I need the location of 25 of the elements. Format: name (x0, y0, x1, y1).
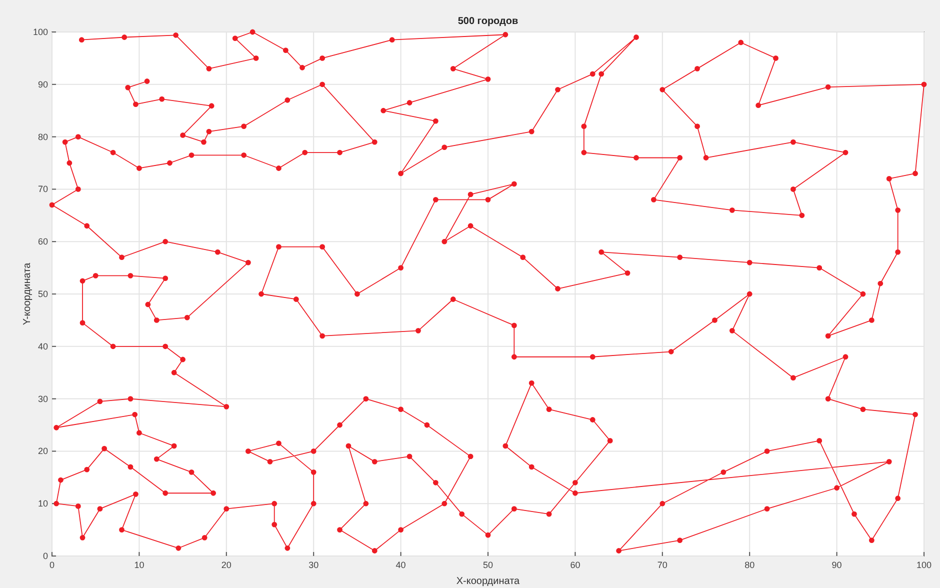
y-tick-label: 50 (38, 289, 48, 299)
y-tick-label: 70 (38, 184, 48, 194)
x-tick-label: 20 (221, 560, 232, 570)
x-tick-label: 10 (134, 560, 144, 570)
y-tick-label: 90 (38, 79, 48, 90)
x-tick-label: 50 (482, 560, 494, 570)
chart-title: 500 городов (458, 16, 518, 27)
x-tick-label: 40 (396, 560, 406, 570)
y-tick-label: 80 (38, 132, 48, 142)
y-tick-label: 10 (38, 498, 48, 509)
y-tick-label: 0 (42, 551, 48, 561)
y-tick-label: 40 (38, 341, 48, 352)
y-axis-title: Y-координата (22, 262, 33, 326)
x-tick-label: 0 (49, 560, 55, 570)
x-tick-label: 60 (570, 560, 580, 570)
x-tick-label: 70 (657, 560, 668, 570)
y-tick-label: 60 (38, 236, 48, 247)
x-axis-title: X-координата (456, 576, 520, 587)
y-tick-label: 20 (38, 446, 48, 456)
y-tick-label: 30 (38, 394, 48, 404)
x-tick-label: 30 (308, 560, 319, 570)
y-tick-label: 100 (32, 27, 48, 37)
x-tick-label: 100 (916, 560, 932, 570)
x-tick-label: 80 (744, 560, 755, 570)
x-tick-label: 90 (832, 560, 842, 570)
